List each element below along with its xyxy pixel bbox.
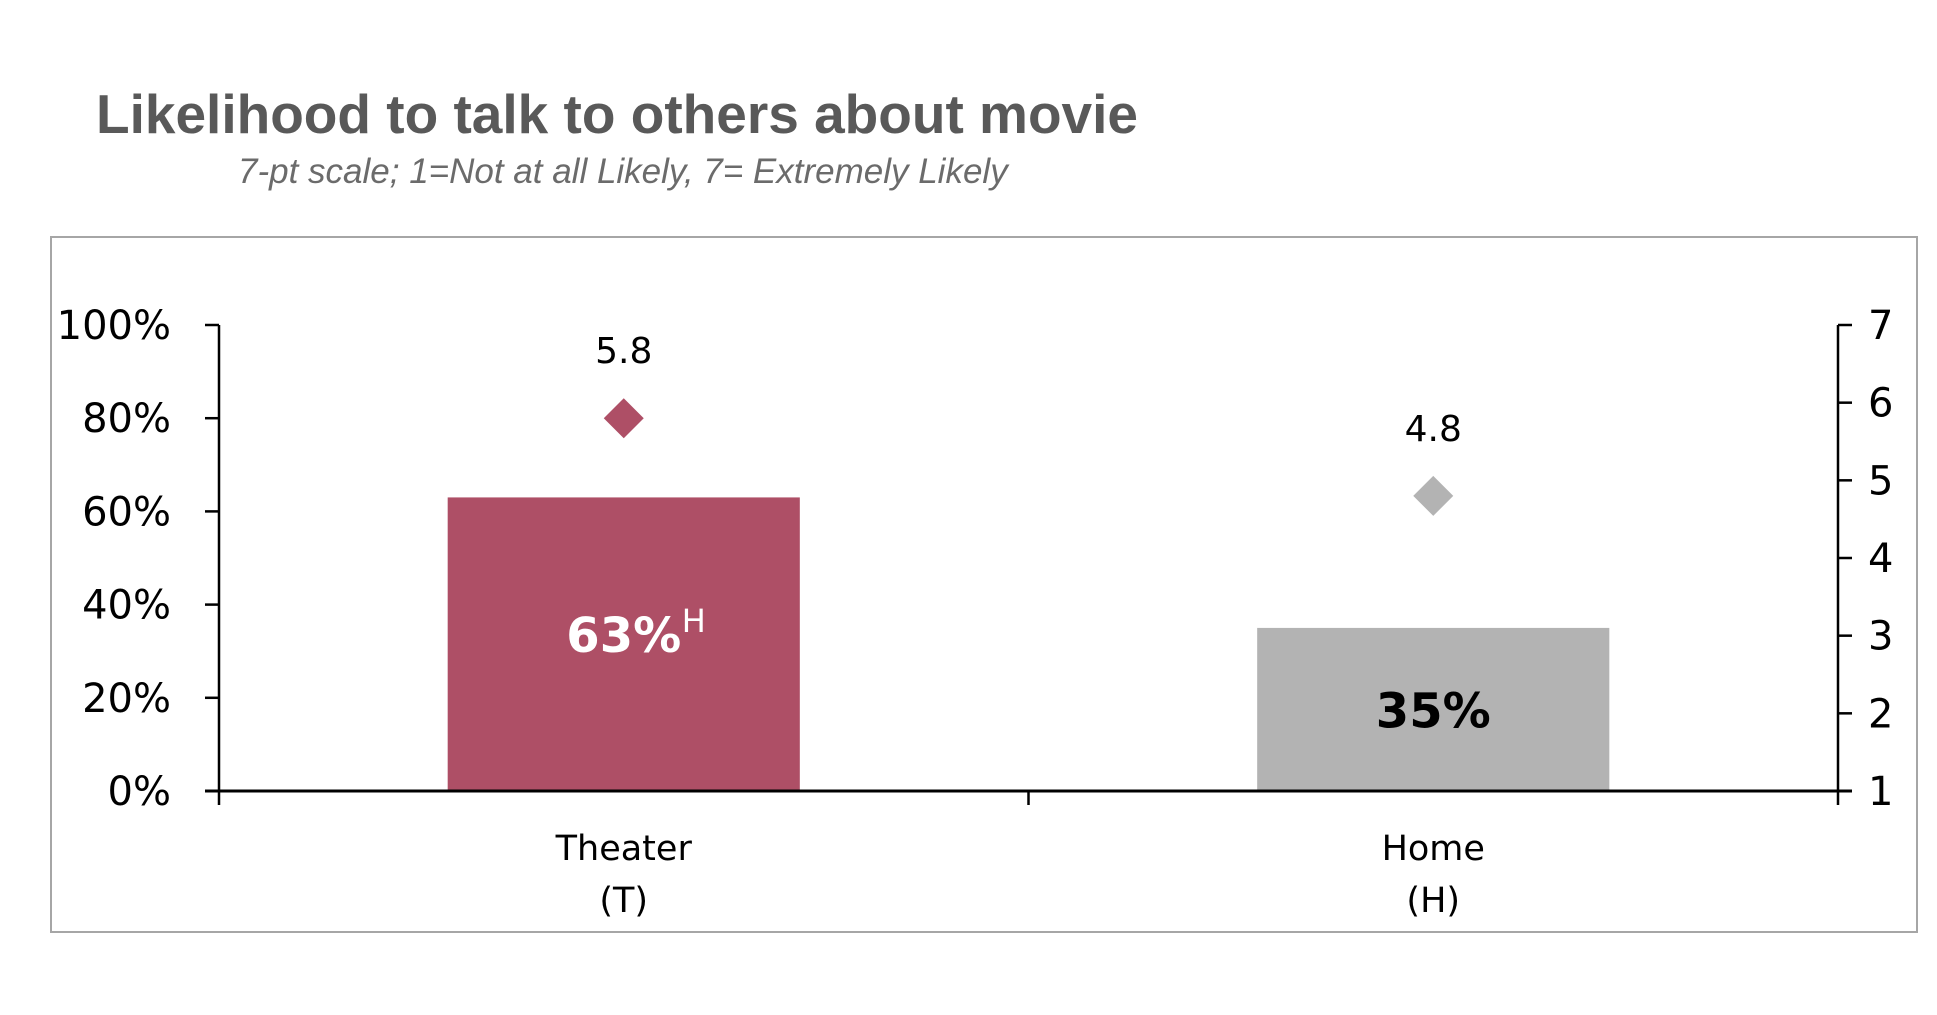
bar-home: [1257, 627, 1610, 791]
category-label: Home: [1382, 829, 1485, 869]
diamond-value-label: 4.8: [1405, 409, 1462, 450]
significance-marker: H: [682, 602, 706, 640]
chart-title: Likelihood to talk to others about movie: [96, 83, 1139, 145]
right-axis-tick-label: 3: [1868, 614, 1893, 660]
chart-subtitle: 7-pt scale; 1=Not at all Likely, 7= Extr…: [238, 152, 1008, 191]
diamond-theater: [603, 398, 644, 439]
left-axis-tick-label: 40%: [82, 583, 171, 629]
left-axis-tick-label: 60%: [82, 489, 171, 535]
left-axis-tick-label: 0%: [108, 769, 171, 815]
left-axis-tick-label: 100%: [57, 303, 171, 349]
diamond-value-label: 5.8: [595, 331, 652, 372]
bar-value-label: 35%: [1376, 683, 1491, 739]
category-label: Theater: [555, 829, 693, 869]
right-axis-tick-label: 1: [1868, 769, 1893, 815]
right-axis-tick-label: 5: [1868, 458, 1893, 504]
right-axis-tick-label: 7: [1868, 303, 1893, 349]
bar-value-label: 63%: [566, 608, 681, 664]
diamond-home: [1413, 475, 1454, 516]
left-axis-tick-label: 80%: [82, 396, 171, 442]
bar-theater: [447, 497, 800, 791]
category-sublabel: (T): [599, 881, 648, 921]
right-axis-tick-label: 6: [1868, 381, 1893, 427]
right-axis-tick-label: 4: [1868, 536, 1893, 582]
chart-frame: [50, 236, 1918, 933]
category-sublabel: (H): [1406, 881, 1460, 921]
right-axis-tick-label: 2: [1868, 691, 1893, 737]
left-axis-tick-label: 20%: [82, 676, 171, 722]
